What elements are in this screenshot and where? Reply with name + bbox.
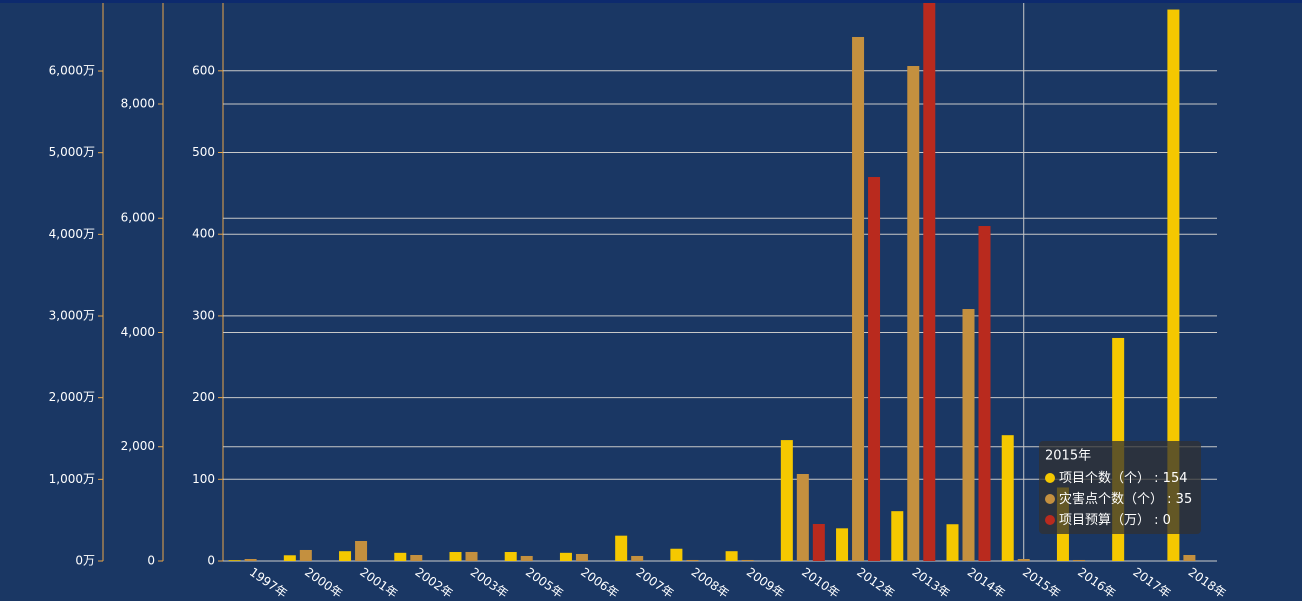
tooltip-row: 灾害点个数（个） : 35 [1059, 491, 1192, 507]
bar [1001, 435, 1014, 561]
x-tick-label: 2006年 [578, 565, 621, 600]
bar [686, 559, 699, 561]
bar [465, 551, 478, 561]
separator: : [1163, 492, 1176, 507]
bar [741, 559, 754, 561]
bar [1072, 559, 1085, 561]
y-tick-label: 400 [192, 227, 215, 241]
y-tick-label: 6,000万 [49, 64, 95, 78]
x-tick-label: 2005年 [523, 565, 566, 600]
tooltip-box [1039, 441, 1201, 534]
bar [631, 555, 644, 561]
bar [978, 226, 991, 562]
y-tick-label: 100 [192, 472, 215, 486]
series-value: 35 [1176, 492, 1193, 507]
y-tick-label: 4,000万 [49, 227, 95, 241]
y-tick-label: 3,000万 [49, 309, 95, 323]
bar [923, 3, 936, 561]
bar [891, 511, 904, 561]
x-tick-label: 2007年 [633, 565, 676, 600]
series-name: 灾害点个数（个） [1059, 491, 1163, 507]
y-tick-label: 600 [192, 63, 215, 77]
bar [520, 555, 533, 561]
bar [962, 309, 975, 561]
x-tick-label: 2018年 [1186, 565, 1229, 600]
tooltip-row: 项目个数（个） : 154 [1059, 471, 1188, 486]
bar [559, 552, 572, 561]
bar [868, 177, 881, 561]
bar [575, 553, 588, 561]
tooltip-row: 项目预算（万） : 0 [1059, 513, 1171, 528]
y-tick-label: 2,000 [121, 439, 155, 453]
bar [796, 473, 809, 561]
bar [836, 528, 849, 561]
bar [615, 535, 628, 561]
y-tick-label: 2,000万 [49, 390, 95, 404]
y-tick-label: 6,000 [121, 211, 155, 225]
x-tick-label: 2002年 [413, 565, 456, 600]
bar [228, 560, 241, 561]
x-tick-label: 2012年 [854, 565, 897, 600]
x-tick-label: 2003年 [468, 565, 511, 600]
tooltip-dot [1045, 515, 1055, 525]
x-tick-label: 2009年 [744, 565, 787, 600]
bar [410, 555, 423, 561]
bar [394, 552, 407, 561]
bar [299, 549, 312, 561]
x-tick-label: 2008年 [689, 565, 732, 600]
y-tick-label: 4,000 [121, 325, 155, 339]
separator: : [1150, 513, 1163, 528]
y-tick-label: 0 [207, 554, 215, 568]
tooltip-dot [1045, 494, 1055, 504]
bar [339, 551, 352, 561]
y-tick-label: 1,000万 [49, 472, 95, 486]
x-tick-label: 2014年 [965, 565, 1008, 600]
bar [244, 559, 257, 561]
bar [946, 524, 959, 561]
bar [1167, 9, 1180, 561]
bar [670, 548, 683, 561]
bar [283, 555, 296, 561]
bar [852, 36, 865, 561]
x-tick-label: 2010年 [799, 565, 842, 600]
series-name: 项目预算（万） [1059, 513, 1150, 528]
y-tick-label: 8,000 [121, 96, 155, 110]
bar [1017, 559, 1030, 561]
y-tick-label: 0万 [75, 554, 95, 568]
bar [504, 552, 517, 561]
x-tick-label: 1997年 [247, 565, 290, 600]
bar [1183, 555, 1196, 561]
top-border [0, 0, 1302, 3]
bar [907, 66, 920, 561]
tooltip-title: 2015年 [1045, 449, 1091, 464]
x-tick-label: 2015年 [1020, 565, 1063, 600]
x-tick-label: 2013年 [910, 565, 953, 600]
series-name: 项目个数（个） [1059, 471, 1150, 486]
separator: : [1150, 471, 1163, 486]
x-tick-label: 2016年 [1075, 565, 1118, 600]
bar [780, 440, 793, 561]
x-tick-label: 2001年 [357, 565, 400, 600]
bar [812, 524, 825, 561]
tooltip-dot [1045, 473, 1055, 483]
series-value: 0 [1163, 513, 1171, 528]
y-tick-label: 5,000万 [49, 145, 95, 159]
x-tick-label: 2000年 [302, 565, 345, 600]
bar [449, 552, 462, 561]
bar [355, 541, 368, 561]
bar [725, 551, 738, 561]
series-value: 154 [1163, 471, 1188, 486]
y-tick-label: 200 [192, 390, 215, 404]
y-tick-label: 500 [192, 145, 215, 159]
y-tick-label: 300 [192, 308, 215, 322]
x-tick-label: 2017年 [1130, 565, 1173, 600]
y-tick-label: 0 [147, 554, 155, 568]
